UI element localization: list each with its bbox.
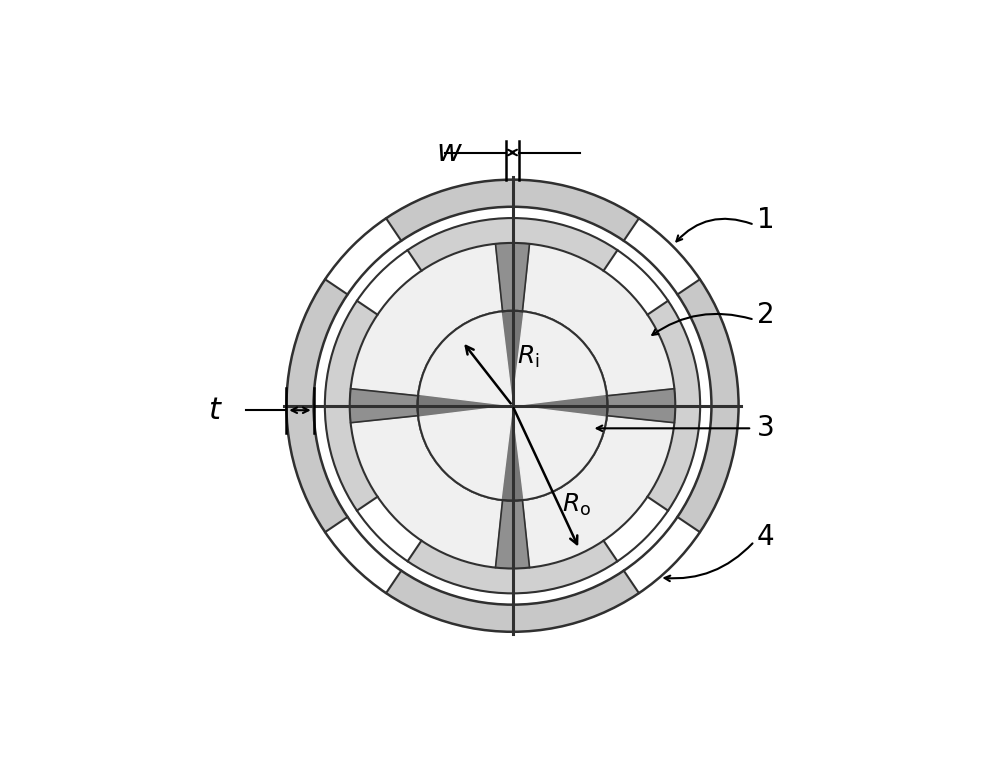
Wedge shape (321, 515, 404, 597)
Text: 4: 4 (757, 522, 774, 551)
Wedge shape (607, 389, 675, 423)
Wedge shape (351, 244, 503, 396)
Wedge shape (350, 389, 418, 423)
Wedge shape (353, 494, 424, 565)
Text: $w$: $w$ (436, 137, 463, 168)
Wedge shape (418, 405, 512, 500)
Text: $t$: $t$ (208, 394, 223, 426)
Wedge shape (522, 415, 674, 568)
Text: 2: 2 (757, 301, 774, 330)
Wedge shape (601, 494, 672, 565)
Wedge shape (418, 312, 512, 405)
Wedge shape (621, 515, 704, 597)
Text: 1: 1 (757, 206, 774, 234)
Wedge shape (512, 312, 607, 405)
Wedge shape (321, 215, 404, 297)
Wedge shape (512, 405, 607, 500)
Wedge shape (353, 246, 424, 317)
Text: $R_\mathrm{o}$: $R_\mathrm{o}$ (562, 491, 591, 518)
Wedge shape (601, 246, 672, 317)
Wedge shape (522, 244, 674, 396)
Wedge shape (351, 415, 503, 568)
Wedge shape (495, 500, 530, 569)
Circle shape (418, 311, 607, 501)
Text: $R_\mathrm{i}$: $R_\mathrm{i}$ (517, 344, 540, 369)
Text: 3: 3 (757, 414, 774, 442)
Wedge shape (495, 243, 530, 312)
Wedge shape (621, 215, 704, 297)
